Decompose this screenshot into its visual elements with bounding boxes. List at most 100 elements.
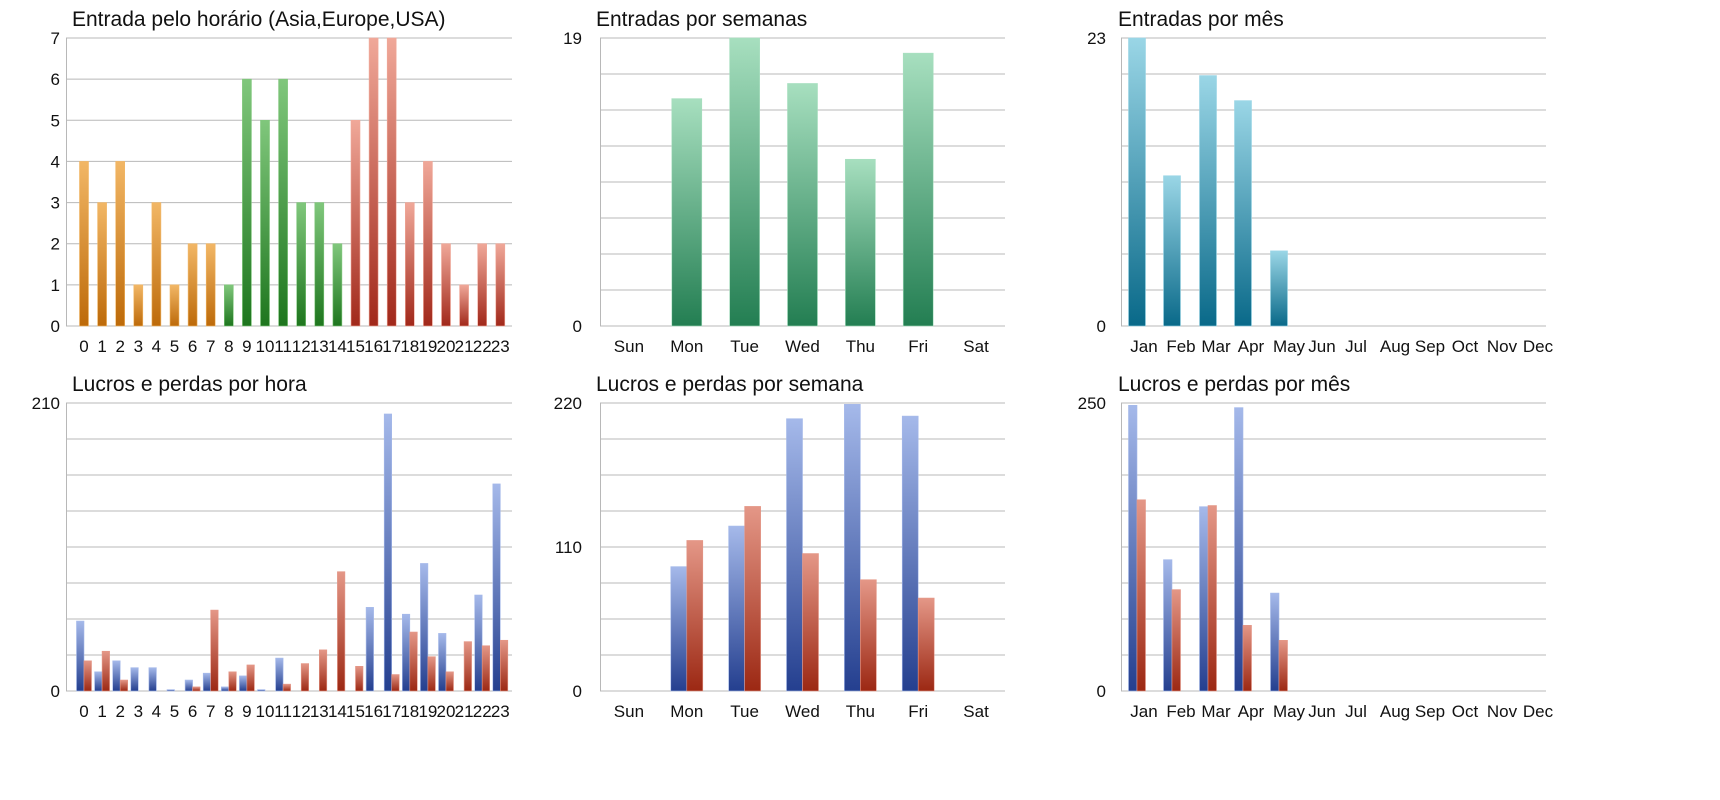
chart-title: Entradas por mês — [1118, 8, 1284, 31]
bar-12-perda — [300, 663, 310, 692]
x-tick-label: 16 — [364, 702, 383, 721]
bar-18 — [404, 202, 415, 327]
bar-14-perda — [337, 571, 346, 692]
x-tick-label: Thu — [846, 337, 875, 356]
bar-12 — [296, 202, 307, 327]
y-tick-label: 0 — [1097, 682, 1106, 701]
x-tick-label: Thu — [846, 702, 875, 721]
x-tick-label: Oct — [1452, 337, 1479, 356]
x-tick-label: 14 — [328, 702, 347, 721]
x-tick-label: Sat — [963, 702, 989, 721]
bar-May-lucro — [1270, 592, 1280, 692]
bar-0 — [79, 161, 89, 327]
bar-Mar — [1199, 75, 1217, 327]
x-tick-label: Apr — [1238, 702, 1265, 721]
x-tick-label: Apr — [1238, 337, 1265, 356]
bar-Mar-perda — [1207, 505, 1217, 692]
bar-15-perda — [355, 666, 364, 692]
x-tick-label: 1 — [97, 702, 106, 721]
y-tick-label: 0 — [573, 317, 582, 336]
y-tick-label: 5 — [51, 111, 60, 130]
x-tick-label: 20 — [437, 702, 456, 721]
bar-3 — [133, 284, 144, 327]
chart-title: Lucros e perdas por mês — [1118, 373, 1350, 396]
bar-Jan-lucro — [1128, 405, 1138, 692]
chart-entradas-hora: Entrada pelo horário (Asia,Europe,USA)01… — [51, 8, 512, 356]
bar-Mon-perda — [686, 540, 704, 692]
x-tick-label: 19 — [418, 702, 437, 721]
bar-20 — [441, 243, 451, 327]
bar-Apr-perda — [1242, 625, 1252, 692]
chart-title: Entradas por semanas — [596, 8, 807, 31]
x-tick-label: 13 — [310, 337, 329, 356]
x-tick-label: 8 — [224, 702, 233, 721]
bar-4 — [151, 202, 162, 327]
x-tick-label: Wed — [785, 337, 820, 356]
x-tick-label: 22 — [473, 702, 492, 721]
chart-entradas-semana: Entradas por semanas 0 19 Sun Mon Tue Wed Thu Fr… — [563, 8, 1005, 356]
bar-22-lucro — [474, 594, 483, 692]
bar-20-perda — [445, 671, 454, 692]
bar-Jan — [1128, 37, 1146, 327]
bar-Tue — [729, 37, 760, 327]
chart-lucros-semana: Lucros e perdas por semana 0 110 220 Sun Mon T… — [554, 373, 1005, 721]
bar-6 — [187, 243, 198, 327]
bar-17-lucro — [383, 413, 393, 692]
x-tick-label: 13 — [310, 702, 329, 721]
bars — [670, 404, 935, 692]
x-tick-label: Dec — [1523, 702, 1554, 721]
x-tick-label: May — [1273, 702, 1306, 721]
y-tick-label: 1 — [51, 276, 60, 295]
bar-Wed — [787, 83, 818, 327]
x-tick-label: 21 — [455, 337, 474, 356]
bar-9-perda — [246, 664, 255, 692]
bar-Wed-perda — [802, 553, 819, 692]
y-tick-label: 7 — [51, 29, 60, 48]
bar-18-perda — [409, 631, 418, 692]
x-tick-label: Fri — [908, 702, 928, 721]
x-tick-label: 23 — [491, 702, 510, 721]
x-tick-label: 15 — [346, 337, 365, 356]
x-tick-label: Sun — [614, 337, 644, 356]
x-tick-label: Jan — [1130, 337, 1157, 356]
bar-Tue-perda — [744, 506, 761, 692]
x-tick-label: Feb — [1166, 337, 1195, 356]
x-tick-label: Mar — [1201, 702, 1231, 721]
bar-23 — [495, 243, 506, 327]
x-tick-label: 5 — [170, 702, 179, 721]
bar-20-lucro — [438, 633, 447, 692]
x-tick-label: May — [1273, 337, 1306, 356]
bar-7 — [205, 243, 216, 327]
bar-Thu-perda — [860, 579, 877, 692]
x-tick-label: 9 — [242, 337, 251, 356]
bar-2-lucro — [112, 660, 121, 692]
bars — [1128, 37, 1288, 327]
y-tick-label: 0 — [51, 317, 60, 336]
x-tick-label: 19 — [418, 337, 437, 356]
chart-lucros-mes: Lucros e perdas por mês 0 250 Jan Feb Mar Apr M… — [1078, 373, 1554, 721]
x-tick-label: 7 — [206, 337, 215, 356]
bar-8-perda — [228, 671, 237, 692]
y-tick-label: 250 — [1078, 394, 1106, 413]
x-tick-label: 10 — [256, 702, 275, 721]
x-tick-label: Jan — [1130, 702, 1157, 721]
x-tick-label: 3 — [134, 337, 143, 356]
bar-23-lucro — [492, 483, 501, 692]
y-tick-label: 3 — [51, 194, 60, 213]
y-tick-label: 220 — [554, 394, 582, 413]
bar-19-perda — [427, 656, 436, 692]
x-tick-label: 6 — [188, 702, 197, 721]
y-tick-label: 210 — [32, 394, 60, 413]
bar-11-perda — [282, 683, 291, 692]
x-tick-label: Mon — [670, 702, 703, 721]
x-tick-label: 8 — [224, 337, 233, 356]
x-tick-label: Mon — [670, 337, 703, 356]
y-tick-label: 0 — [1097, 317, 1106, 336]
bar-22 — [477, 243, 488, 327]
bars — [671, 37, 934, 327]
bar-2-perda — [119, 679, 128, 692]
bar-2 — [115, 161, 125, 327]
gridlines — [1121, 402, 1546, 692]
bar-13-perda — [318, 649, 328, 692]
